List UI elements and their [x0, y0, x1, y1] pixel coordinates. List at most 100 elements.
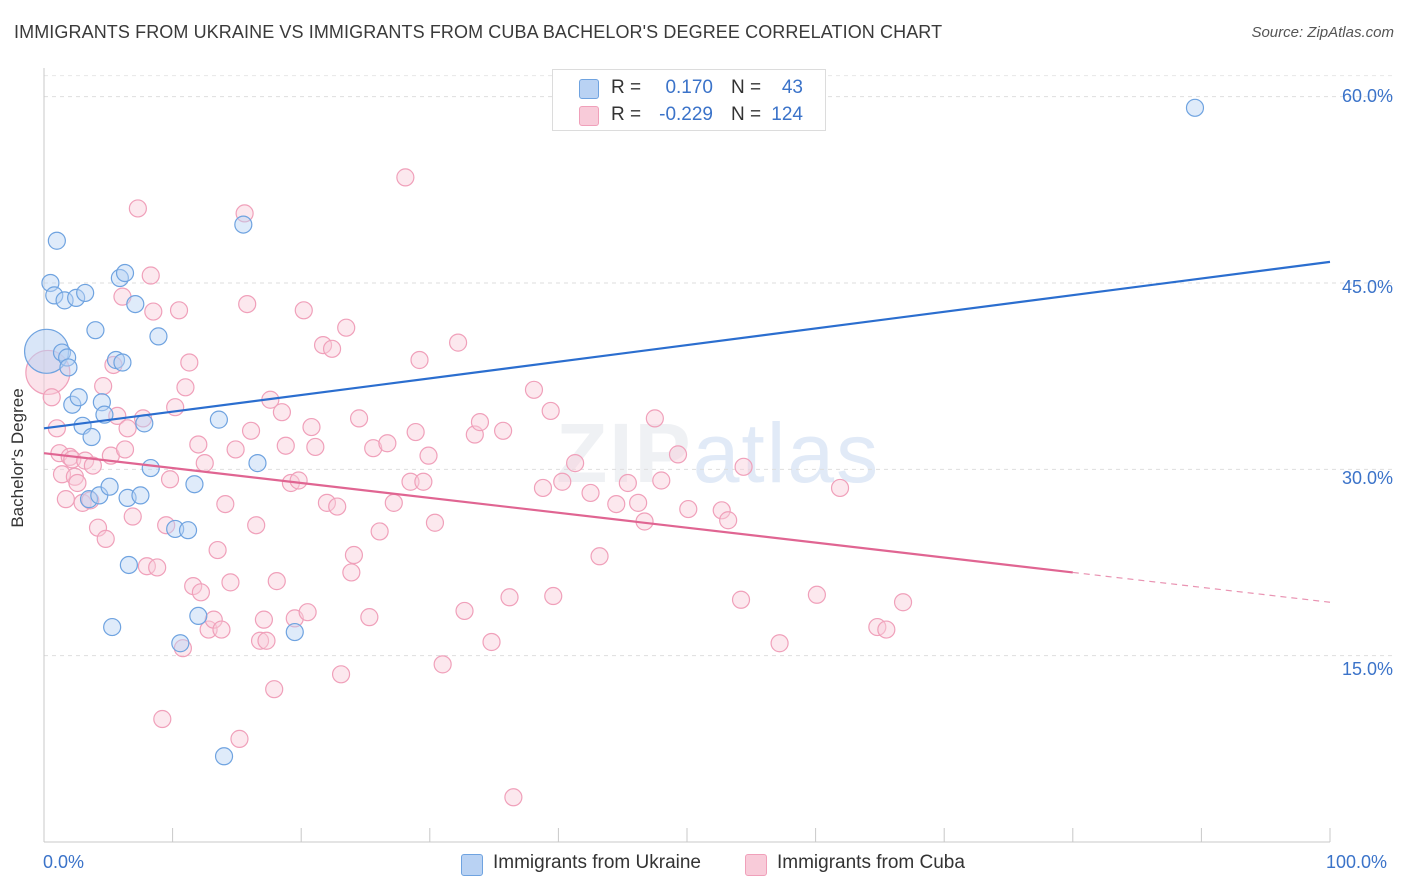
- point-ukraine: [76, 283, 95, 303]
- point-cuba: [553, 472, 572, 491]
- point-cuba: [410, 350, 429, 370]
- point-cuba: [455, 601, 474, 621]
- point-ukraine: [141, 458, 160, 478]
- point-cuba: [360, 608, 379, 627]
- point-cuba: [470, 413, 490, 432]
- point-cuba: [189, 435, 208, 454]
- point-cuba: [494, 421, 513, 440]
- point-cuba: [541, 401, 560, 421]
- point-cuba: [419, 446, 438, 465]
- point-cuba: [590, 547, 609, 566]
- point-cuba: [645, 409, 664, 428]
- point-cuba: [306, 437, 325, 457]
- y-axis-label: Bachelor's Degree: [8, 388, 27, 528]
- point-ukraine: [214, 747, 234, 766]
- source-label: Source: ZipAtlas.com: [1251, 24, 1394, 41]
- point-cuba: [364, 439, 383, 458]
- n-value: 43: [781, 77, 803, 98]
- y-tick-label-30: 30.0%: [1341, 468, 1393, 488]
- point-ukraine: [119, 555, 138, 575]
- point-ukraine: [103, 617, 122, 637]
- stats-row-ukraine: R = 0.170 N = 43: [553, 75, 825, 101]
- point-ukraine: [185, 475, 204, 494]
- point-cuba: [216, 495, 235, 514]
- point-cuba: [68, 473, 87, 493]
- point-cuba: [272, 403, 292, 422]
- series-ukraine: [23, 98, 1205, 766]
- point-cuba: [344, 545, 364, 565]
- point-cuba: [607, 495, 626, 514]
- y-tick-label-15: 15.0%: [1341, 659, 1393, 679]
- point-cuba: [807, 585, 826, 604]
- point-cuba: [247, 516, 266, 535]
- point-cuba: [668, 445, 688, 464]
- trend-line-ukraine: [43, 260, 1331, 430]
- point-cuba: [712, 501, 731, 520]
- point-cuba: [230, 729, 249, 748]
- point-ukraine: [135, 414, 154, 433]
- point-cuba: [770, 634, 789, 653]
- chart-title: IMMIGRANTS FROM UKRAINE VS IMMIGRANTS FR…: [14, 22, 943, 42]
- r-value: 0.170: [665, 77, 713, 98]
- point-ukraine: [189, 606, 208, 626]
- point-ukraine: [248, 454, 267, 473]
- point-cuba: [406, 422, 425, 442]
- point-cuba: [504, 788, 523, 807]
- point-cuba: [629, 493, 648, 512]
- point-ukraine: [45, 286, 64, 305]
- point-cuba: [153, 709, 172, 729]
- point-cuba: [317, 493, 337, 512]
- point-ukraine: [63, 395, 82, 414]
- axes: [43, 68, 1331, 843]
- x-tick-label-100: 100.0%: [1326, 852, 1388, 872]
- point-cuba: [524, 380, 544, 399]
- point-ukraine: [59, 358, 78, 377]
- point-cuba: [349, 409, 369, 428]
- point-ukraine: [171, 634, 190, 653]
- point-cuba: [618, 473, 637, 493]
- point-ukraine: [115, 263, 135, 283]
- point-ukraine: [234, 215, 253, 234]
- point-cuba: [652, 471, 671, 490]
- r-label: R =: [611, 77, 642, 98]
- point-cuba: [56, 490, 75, 509]
- n-label: N =: [731, 77, 762, 98]
- legend-label-ukraine: Immigrants from Ukraine: [493, 852, 701, 873]
- point-ukraine: [23, 328, 70, 374]
- point-cuba: [157, 516, 176, 535]
- point-cuba: [204, 610, 223, 629]
- n-label: N =: [731, 104, 762, 125]
- point-ukraine: [67, 288, 86, 307]
- point-ukraine: [166, 519, 185, 539]
- point-cuba: [500, 588, 519, 607]
- point-cuba: [342, 563, 361, 582]
- point-cuba: [83, 456, 102, 475]
- point-cuba: [241, 421, 261, 440]
- legend-label-cuba: Immigrants from Cuba: [777, 852, 965, 873]
- point-cuba: [212, 620, 231, 639]
- point-ukraine: [126, 294, 145, 314]
- point-cuba: [169, 301, 189, 320]
- stats-row-cuba: R = -0.229 N = 124: [553, 102, 825, 128]
- point-ukraine: [82, 427, 101, 447]
- point-cuba: [544, 586, 563, 606]
- point-cuba: [414, 472, 433, 491]
- point-ukraine: [285, 622, 304, 642]
- ukraine-swatch: [579, 79, 599, 99]
- point-ukraine: [131, 486, 150, 505]
- point-cuba: [191, 583, 210, 602]
- point-cuba: [433, 655, 452, 674]
- point-cuba: [176, 378, 195, 397]
- point-cuba: [298, 603, 317, 622]
- point-cuba: [533, 478, 553, 498]
- point-cuba: [276, 436, 295, 455]
- point-ukraine: [178, 521, 198, 540]
- x-tick-label-0: 0.0%: [43, 852, 85, 872]
- point-cuba: [731, 590, 751, 609]
- point-ukraine: [113, 353, 132, 372]
- point-cuba: [254, 610, 274, 629]
- point-cuba: [370, 522, 389, 541]
- point-ukraine: [86, 321, 105, 340]
- point-cuba: [128, 199, 147, 218]
- point-cuba: [328, 497, 347, 516]
